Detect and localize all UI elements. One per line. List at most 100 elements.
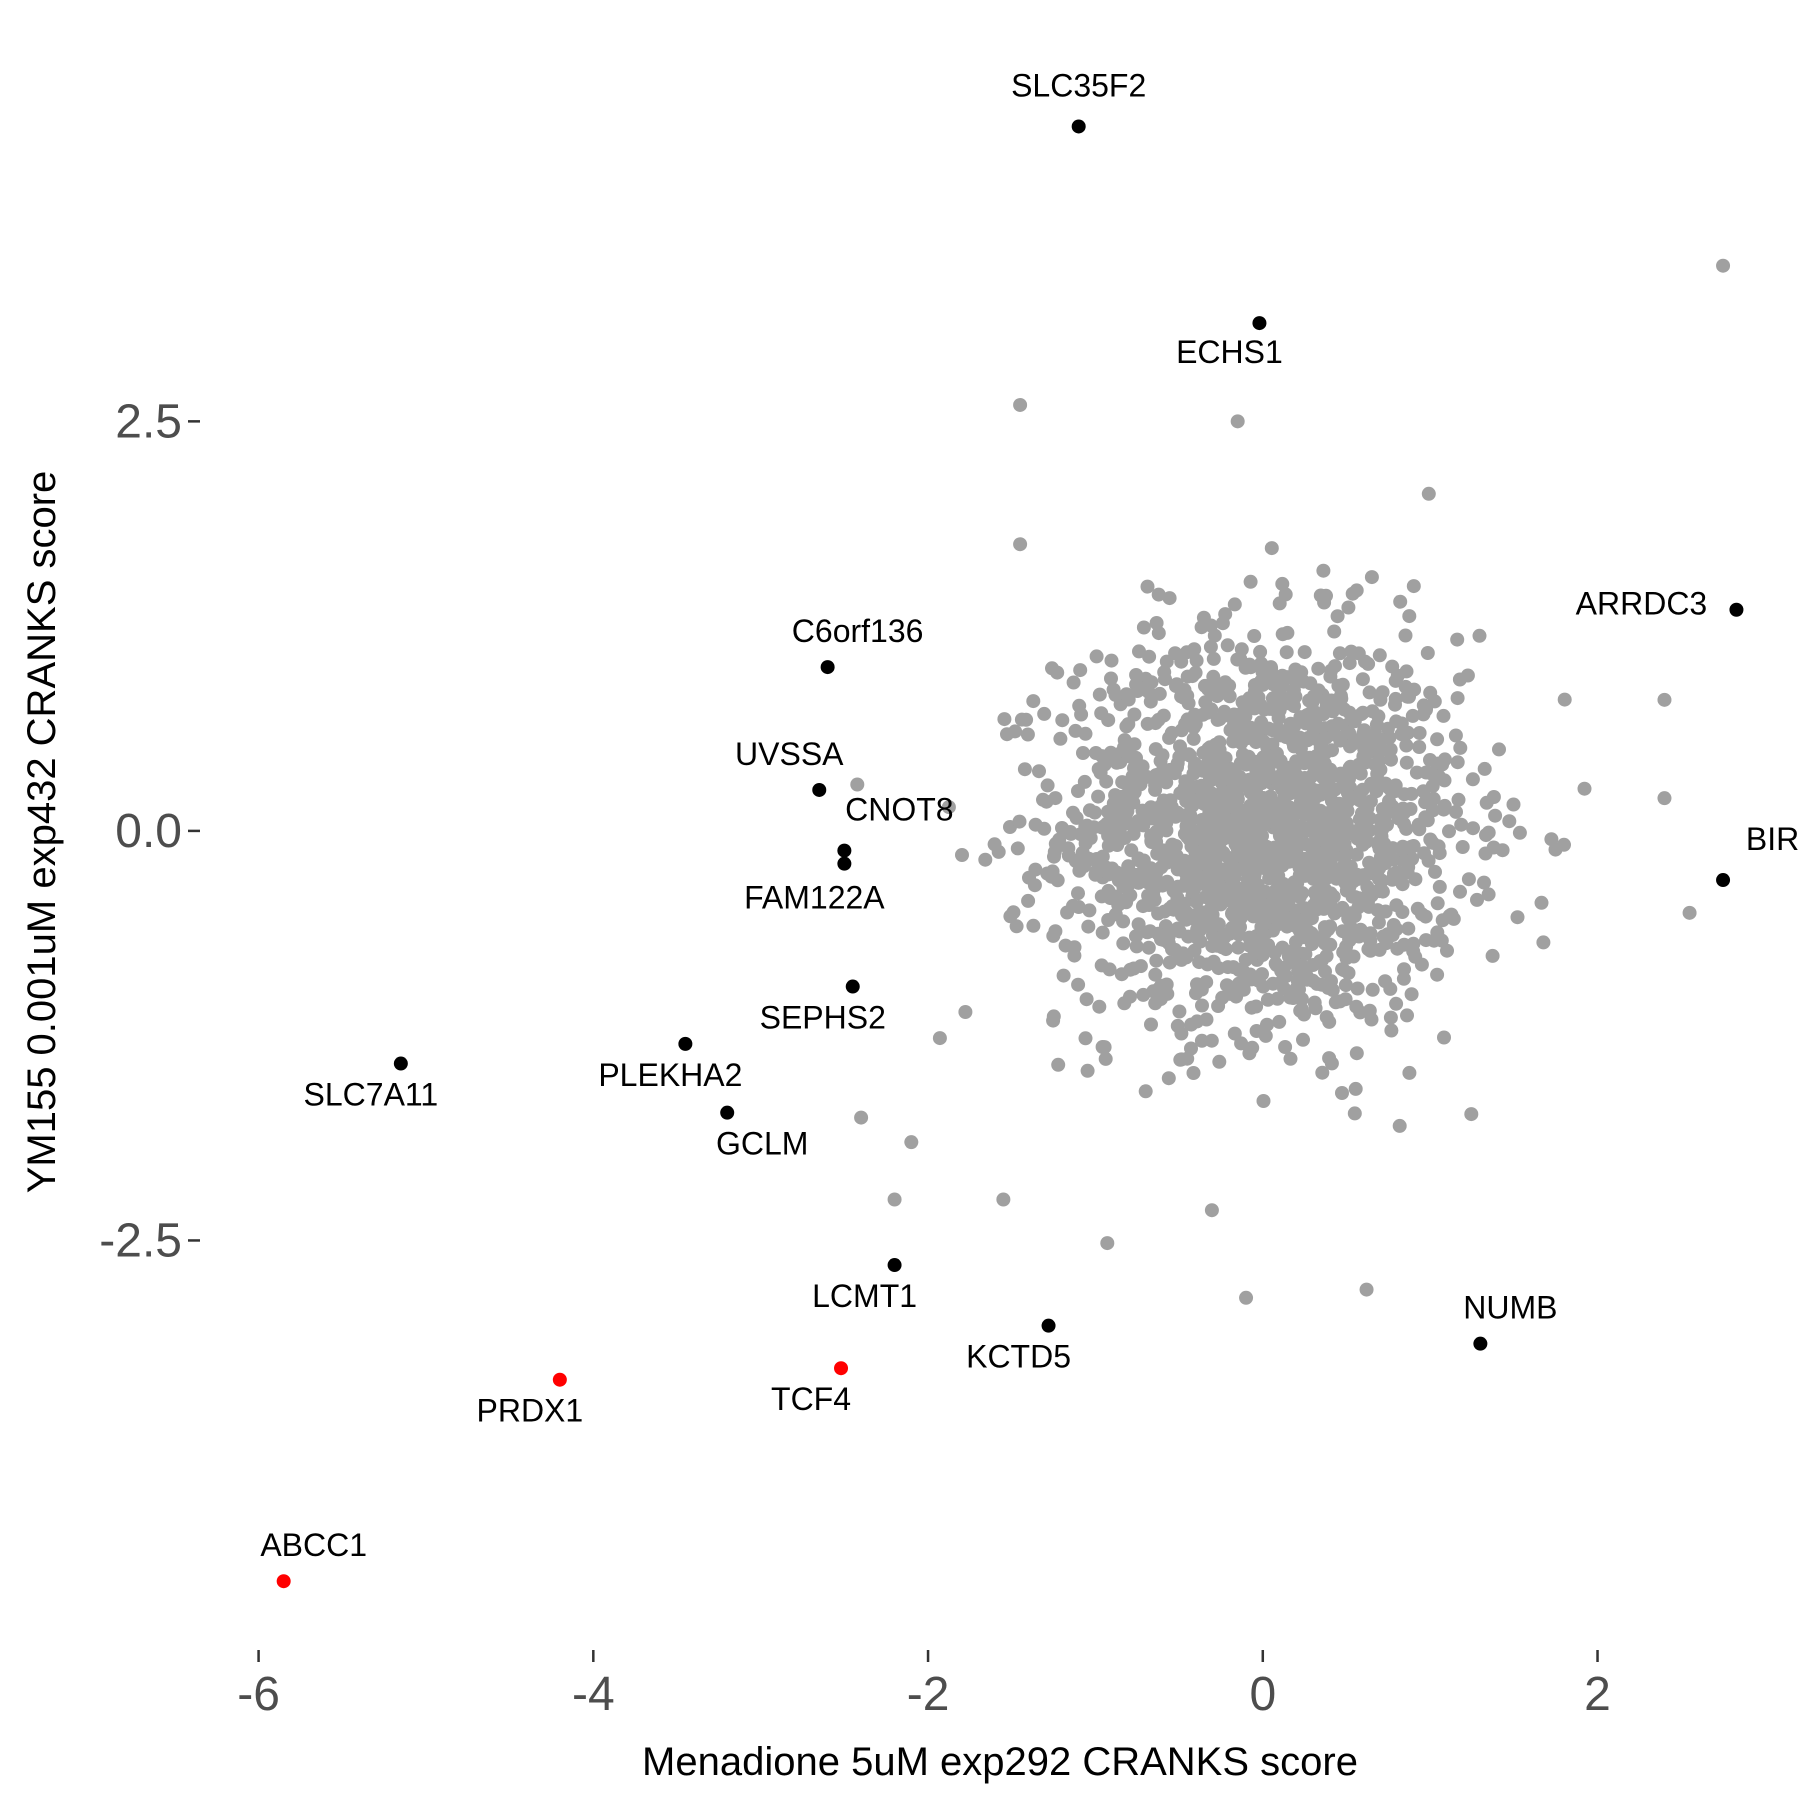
background-point <box>1148 967 1163 982</box>
background-point <box>1119 687 1134 702</box>
background-point <box>1037 706 1052 721</box>
background-point <box>1173 786 1188 801</box>
background-point <box>1282 854 1297 869</box>
background-point <box>1322 1014 1337 1029</box>
background-point <box>1279 645 1294 660</box>
background-point <box>1455 840 1470 854</box>
background-point <box>1179 645 1194 660</box>
background-point <box>1477 761 1492 776</box>
y-axis-title: YM155 0.001uM exp432 CRANKS score <box>20 471 64 1194</box>
background-point <box>1162 955 1177 970</box>
background-point <box>1350 981 1365 996</box>
background-point <box>1129 929 1143 944</box>
background-point <box>1278 1040 1293 1054</box>
background-point <box>1210 864 1224 879</box>
background-point <box>1184 881 1199 896</box>
background-point <box>1446 911 1461 926</box>
background-point <box>1158 981 1173 996</box>
background-point <box>1211 999 1226 1013</box>
background-point <box>1311 661 1326 676</box>
background-point <box>1348 872 1363 887</box>
background-point <box>1486 840 1501 855</box>
background-point <box>1078 836 1093 851</box>
background-point <box>1375 884 1390 899</box>
background-point <box>1251 835 1266 850</box>
gene-label: ABCC1 <box>260 1527 367 1563</box>
gene-label: C6orf136 <box>792 613 924 649</box>
background-point <box>1287 773 1302 788</box>
background-point <box>1393 594 1408 609</box>
background-point <box>1143 924 1158 939</box>
background-point <box>1091 789 1106 804</box>
background-point <box>1012 814 1027 829</box>
gene-label: CNOT8 <box>845 792 953 828</box>
background-point <box>1221 867 1236 882</box>
background-point <box>1179 904 1194 919</box>
background-point <box>1111 897 1126 912</box>
background-point <box>1359 1282 1374 1297</box>
background-point <box>1142 898 1156 912</box>
background-point <box>1199 975 1214 990</box>
background-point <box>1196 792 1211 807</box>
background-point <box>1383 1010 1398 1025</box>
background-point <box>1341 911 1356 926</box>
background-point <box>1026 694 1041 709</box>
background-point <box>1437 798 1452 813</box>
background-point <box>1657 791 1672 806</box>
background-point <box>1481 887 1496 902</box>
highlighted-point <box>1716 873 1731 888</box>
background-point <box>1203 920 1218 935</box>
background-point <box>1544 832 1559 847</box>
highlighted-point <box>845 979 860 994</box>
background-point <box>1318 851 1333 866</box>
background-point <box>1414 907 1429 922</box>
background-point <box>1355 806 1369 821</box>
background-point <box>1082 903 1097 918</box>
background-point <box>1161 1071 1176 1086</box>
background-point <box>1040 866 1055 881</box>
background-point <box>1432 769 1447 784</box>
background-point <box>1399 755 1414 770</box>
background-point <box>1268 691 1282 706</box>
background-point <box>887 1192 902 1207</box>
background-point <box>1253 719 1268 734</box>
background-point <box>1253 644 1268 659</box>
background-point <box>1162 591 1177 606</box>
background-point <box>1078 1031 1093 1046</box>
background-point <box>1114 832 1129 847</box>
background-point <box>1437 1030 1451 1045</box>
background-point <box>1419 933 1433 948</box>
background-point <box>1249 735 1263 750</box>
background-point <box>1534 895 1549 910</box>
background-point <box>1256 1094 1271 1108</box>
background-point <box>1292 923 1307 938</box>
background-point <box>1293 1003 1308 1018</box>
background-point <box>1470 892 1484 907</box>
background-point <box>1380 817 1394 832</box>
background-point <box>1400 865 1415 880</box>
background-point <box>1145 862 1160 877</box>
background-point <box>1289 843 1303 858</box>
background-point <box>1363 943 1378 958</box>
background-point <box>1047 849 1061 864</box>
background-point <box>1020 727 1035 742</box>
background-point <box>1053 731 1068 746</box>
background-point <box>1477 875 1491 890</box>
background-point <box>1050 665 1065 680</box>
background-point <box>1361 893 1376 908</box>
background-point <box>1211 961 1226 976</box>
x-tick-label: -6 <box>237 1668 280 1721</box>
background-point <box>1412 726 1427 740</box>
background-point <box>1332 796 1347 811</box>
background-point <box>1136 853 1151 868</box>
highlighted-point <box>820 660 835 675</box>
background-point <box>1079 992 1094 1007</box>
background-point <box>1260 992 1275 1007</box>
background-point <box>1362 1003 1377 1018</box>
background-point <box>1119 719 1134 734</box>
background-point <box>1119 806 1134 820</box>
background-point <box>1347 1106 1362 1121</box>
background-point <box>1019 712 1034 727</box>
background-point <box>1189 653 1204 668</box>
